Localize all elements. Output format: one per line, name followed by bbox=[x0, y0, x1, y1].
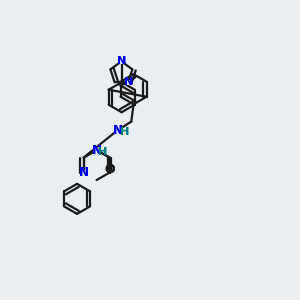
Text: N: N bbox=[112, 124, 122, 137]
Text: H: H bbox=[98, 147, 108, 157]
Text: N: N bbox=[92, 144, 102, 157]
Text: N: N bbox=[79, 166, 88, 179]
Bar bbox=[125, 80, 132, 85]
Text: O: O bbox=[104, 163, 115, 176]
Bar bbox=[118, 59, 125, 64]
Text: N: N bbox=[79, 166, 88, 179]
Bar bbox=[80, 170, 87, 175]
Text: H: H bbox=[98, 147, 108, 157]
Text: N: N bbox=[112, 124, 122, 137]
Text: N: N bbox=[124, 77, 133, 87]
Text: N: N bbox=[117, 56, 126, 66]
Text: O: O bbox=[104, 163, 115, 176]
Text: N: N bbox=[92, 144, 102, 157]
Bar bbox=[114, 128, 121, 133]
Text: H: H bbox=[120, 127, 129, 137]
Text: N: N bbox=[117, 56, 126, 66]
Bar bbox=[93, 148, 100, 153]
Text: N: N bbox=[124, 77, 133, 87]
Text: H: H bbox=[120, 127, 129, 137]
